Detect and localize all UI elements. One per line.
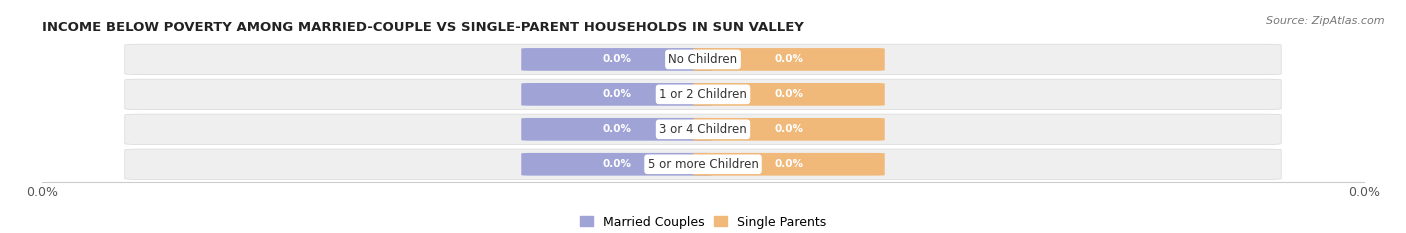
Text: 0.0%: 0.0%: [775, 89, 803, 99]
FancyBboxPatch shape: [522, 153, 713, 176]
Text: INCOME BELOW POVERTY AMONG MARRIED-COUPLE VS SINGLE-PARENT HOUSEHOLDS IN SUN VAL: INCOME BELOW POVERTY AMONG MARRIED-COUPL…: [42, 21, 804, 34]
FancyBboxPatch shape: [125, 79, 1281, 110]
Text: 0.0%: 0.0%: [775, 159, 803, 169]
Text: 0.0%: 0.0%: [603, 55, 631, 64]
FancyBboxPatch shape: [693, 48, 884, 71]
Text: 0.0%: 0.0%: [603, 124, 631, 134]
FancyBboxPatch shape: [693, 118, 884, 141]
FancyBboxPatch shape: [125, 44, 1281, 75]
Legend: Married Couples, Single Parents: Married Couples, Single Parents: [581, 216, 825, 229]
Text: Source: ZipAtlas.com: Source: ZipAtlas.com: [1267, 16, 1385, 26]
FancyBboxPatch shape: [125, 114, 1281, 144]
FancyBboxPatch shape: [522, 118, 713, 141]
Text: 0.0%: 0.0%: [775, 55, 803, 64]
FancyBboxPatch shape: [522, 48, 713, 71]
Text: 3 or 4 Children: 3 or 4 Children: [659, 123, 747, 136]
Text: 5 or more Children: 5 or more Children: [648, 158, 758, 171]
FancyBboxPatch shape: [693, 83, 884, 106]
FancyBboxPatch shape: [522, 83, 713, 106]
Text: 0.0%: 0.0%: [603, 89, 631, 99]
FancyBboxPatch shape: [693, 153, 884, 176]
Text: 0.0%: 0.0%: [603, 159, 631, 169]
Text: 0.0%: 0.0%: [775, 124, 803, 134]
FancyBboxPatch shape: [125, 149, 1281, 179]
Text: No Children: No Children: [668, 53, 738, 66]
Text: 1 or 2 Children: 1 or 2 Children: [659, 88, 747, 101]
